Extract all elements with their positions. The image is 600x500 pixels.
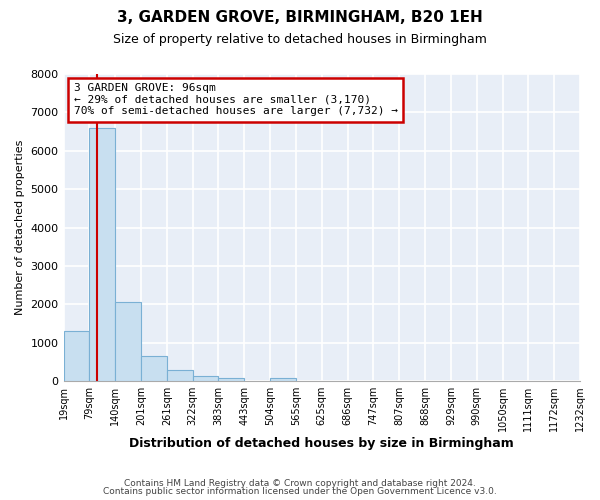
- Text: 3, GARDEN GROVE, BIRMINGHAM, B20 1EH: 3, GARDEN GROVE, BIRMINGHAM, B20 1EH: [117, 10, 483, 25]
- Bar: [141, 356, 167, 381]
- Bar: [193, 376, 218, 381]
- Bar: [167, 370, 193, 381]
- Text: Contains public sector information licensed under the Open Government Licence v3: Contains public sector information licen…: [103, 487, 497, 496]
- Bar: [64, 331, 89, 381]
- Bar: [89, 128, 115, 381]
- Bar: [218, 378, 244, 381]
- X-axis label: Distribution of detached houses by size in Birmingham: Distribution of detached houses by size …: [130, 437, 514, 450]
- Text: Contains HM Land Registry data © Crown copyright and database right 2024.: Contains HM Land Registry data © Crown c…: [124, 478, 476, 488]
- Bar: [115, 302, 141, 381]
- Text: 3 GARDEN GROVE: 96sqm
← 29% of detached houses are smaller (3,170)
70% of semi-d: 3 GARDEN GROVE: 96sqm ← 29% of detached …: [74, 83, 398, 116]
- Text: Size of property relative to detached houses in Birmingham: Size of property relative to detached ho…: [113, 32, 487, 46]
- Y-axis label: Number of detached properties: Number of detached properties: [15, 140, 25, 315]
- Bar: [270, 378, 296, 381]
